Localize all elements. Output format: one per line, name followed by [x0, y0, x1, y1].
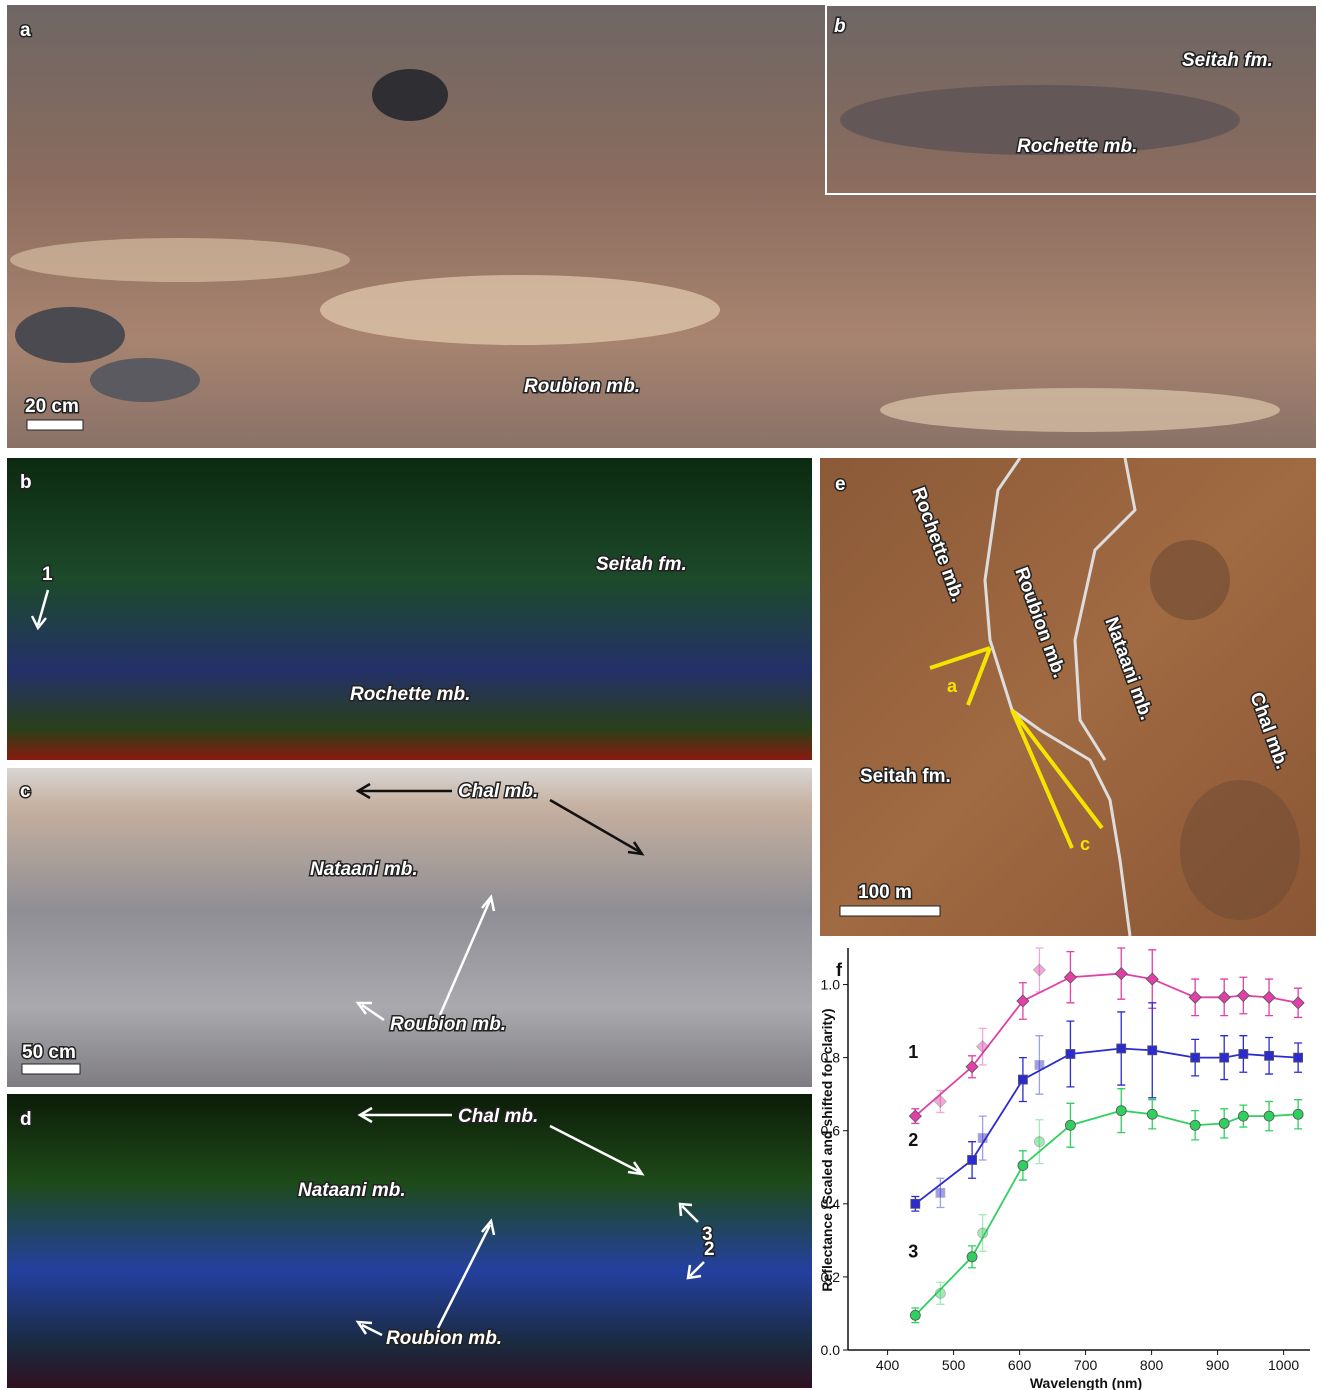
marker	[1148, 1046, 1157, 1055]
annotation: Chal mb.	[458, 1106, 538, 1127]
marker	[1237, 990, 1249, 1002]
y-tick-label: 0.2	[821, 1269, 841, 1285]
marker	[1263, 991, 1275, 1003]
outcrop	[880, 388, 1280, 432]
x-tick-label: 700	[1074, 1357, 1098, 1373]
annotation: Seitah fm.	[860, 766, 951, 787]
marker	[1294, 1053, 1303, 1062]
panel-label: c	[20, 781, 31, 802]
marker	[1218, 991, 1230, 1003]
annotation: Roubion mb.	[524, 376, 640, 397]
series-label: 3	[908, 1241, 918, 1261]
series-label: 1	[908, 1042, 918, 1062]
annotation: Seitah fm.	[596, 554, 687, 575]
marker	[1264, 1111, 1274, 1121]
marker	[1219, 1118, 1229, 1128]
view-label: a	[947, 676, 958, 696]
marker	[1034, 1137, 1044, 1147]
panel-label: e	[835, 474, 846, 495]
marker	[1065, 1120, 1075, 1130]
annotation: Seitah fm.	[1182, 50, 1273, 71]
image-b	[7, 458, 812, 760]
dune	[1180, 780, 1300, 920]
annotation: Nataani mb.	[298, 1180, 406, 1201]
marker	[935, 1288, 945, 1298]
marker	[1220, 1053, 1229, 1062]
marker	[1146, 973, 1158, 985]
marker	[1033, 964, 1045, 976]
rock	[90, 358, 200, 402]
marker	[1191, 1053, 1200, 1062]
marker	[936, 1188, 945, 1197]
x-tick-label: 1000	[1268, 1357, 1299, 1373]
marker	[1116, 1106, 1126, 1116]
scale-bar	[840, 906, 940, 916]
point-label: 2	[704, 1239, 715, 1260]
scale-label: 20 cm	[25, 396, 79, 417]
x-tick-label: 900	[1206, 1357, 1230, 1373]
marker	[1066, 1049, 1075, 1058]
scale-bar	[22, 1064, 80, 1074]
marker	[1147, 1109, 1157, 1119]
scale-label: 100 m	[858, 882, 912, 903]
annotation: Rochette mb.	[350, 684, 470, 705]
marker	[1115, 968, 1127, 980]
marker	[978, 1134, 987, 1143]
crater	[1150, 540, 1230, 620]
y-tick-label: 0.0	[821, 1342, 841, 1358]
inset-label: b	[834, 16, 846, 37]
page: a b Seitah fm. Rochette mb. Roubion mb. …	[0, 0, 1324, 1390]
x-tick-label: 500	[942, 1357, 966, 1373]
y-tick-label: 0.6	[821, 1123, 841, 1139]
marker	[1117, 1044, 1126, 1053]
marker	[1265, 1051, 1274, 1060]
marker	[1018, 1075, 1027, 1084]
x-axis-title: Wavelength (nm)	[1030, 1375, 1142, 1390]
marker	[1035, 1060, 1044, 1069]
x-tick-label: 400	[876, 1357, 900, 1373]
marker	[1239, 1049, 1248, 1058]
annotation: Nataani mb.	[310, 859, 418, 880]
marker	[1064, 971, 1076, 983]
scale-bar	[27, 420, 83, 430]
y-tick-label: 0.4	[821, 1196, 841, 1212]
photo-c	[7, 768, 812, 1087]
annotation: Rochette mb.	[1017, 136, 1137, 157]
panel-label: d	[20, 1109, 32, 1130]
marker	[1018, 1160, 1028, 1170]
annotation: Roubion mb.	[386, 1328, 502, 1349]
marker	[1292, 997, 1304, 1009]
marker	[1190, 1120, 1200, 1130]
marker	[1189, 991, 1201, 1003]
marker	[1238, 1111, 1248, 1121]
x-tick-label: 600	[1008, 1357, 1032, 1373]
marker	[967, 1252, 977, 1262]
rock	[15, 307, 125, 363]
plot: 0.0 0.2 0.4 0.6 0.8 1.0 400 500 600 700 800 900 1000…	[821, 948, 1310, 1373]
photo-a	[7, 5, 1316, 448]
marker	[1293, 1109, 1303, 1119]
point-label: 1	[42, 564, 53, 585]
outcrop	[10, 238, 350, 282]
marker	[911, 1199, 920, 1208]
scale-label: 50 cm	[22, 1042, 76, 1063]
marker	[978, 1228, 988, 1238]
rock	[372, 69, 448, 121]
marker	[977, 1041, 989, 1053]
series-label: 2	[908, 1130, 918, 1150]
panel-label: b	[20, 472, 32, 493]
marker	[968, 1155, 977, 1164]
y-tick-label: 1.0	[821, 977, 841, 993]
figure: a b Seitah fm. Rochette mb. Roubion mb. …	[0, 0, 1324, 1390]
annotation: Roubion mb.	[390, 1014, 506, 1035]
x-tick-label: 800	[1140, 1357, 1164, 1373]
y-tick-label: 0.8	[821, 1050, 841, 1066]
panel-label: a	[20, 20, 31, 41]
marker	[910, 1310, 920, 1320]
annotation: Chal mb.	[458, 781, 538, 802]
outcrop	[320, 275, 720, 345]
view-label: c	[1080, 834, 1090, 854]
